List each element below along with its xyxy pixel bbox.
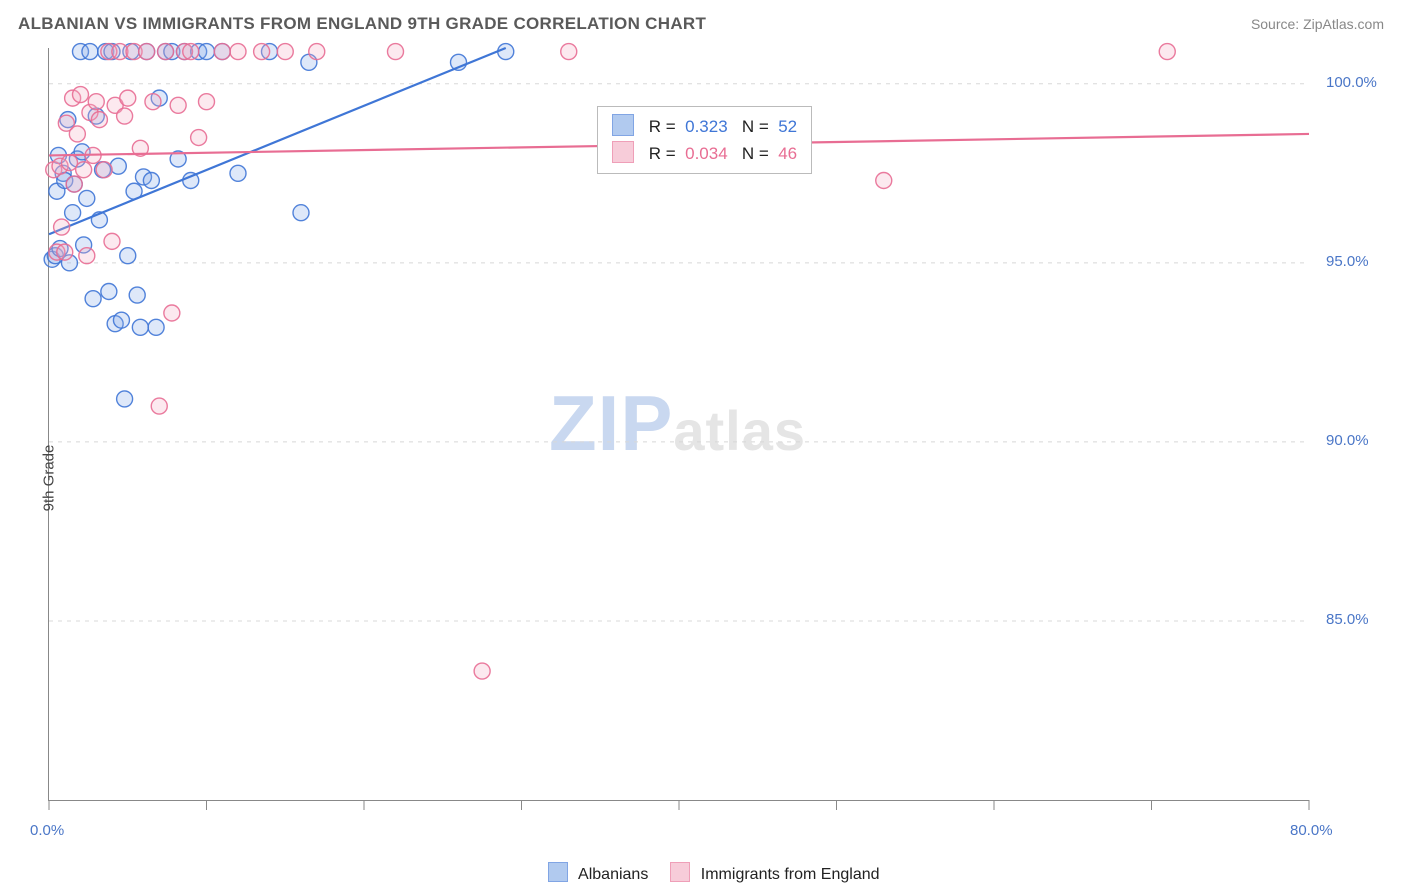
chart-container: ALBANIAN VS IMMIGRANTS FROM ENGLAND 9TH …: [0, 0, 1406, 892]
y-tick-label: 85.0%: [1326, 611, 1369, 628]
legend-swatch: [670, 862, 690, 882]
y-tick-label: 100.0%: [1326, 74, 1377, 91]
n-value: 46: [778, 144, 797, 163]
legend-swatch: [612, 141, 634, 163]
stats-row: R = 0.034 N = 46: [612, 140, 797, 167]
r-value: 0.034: [685, 144, 728, 163]
y-tick-label: 90.0%: [1326, 432, 1369, 449]
x-tick-label: 0.0%: [30, 822, 64, 839]
y-tick-label: 95.0%: [1326, 253, 1369, 270]
source-label: Source: ZipAtlas.com: [1251, 16, 1384, 32]
stats-legend-box: R = 0.323 N = 52 R = 0.034 N = 46: [597, 106, 812, 174]
stats-row: R = 0.323 N = 52: [612, 113, 797, 140]
legend-swatch: [548, 862, 568, 882]
legend-swatch: [612, 114, 634, 136]
n-value: 52: [778, 117, 797, 136]
legend-label: Immigrants from England: [701, 866, 880, 883]
plot-area: 9th Grade ZIPatlas R = 0.323 N = 52 R = …: [48, 48, 1309, 801]
legend-label: Albanians: [578, 866, 648, 883]
r-value: 0.323: [685, 117, 728, 136]
chart-title: ALBANIAN VS IMMIGRANTS FROM ENGLAND 9TH …: [18, 14, 706, 34]
bottom-legend: Albanians Immigrants from England: [0, 862, 1406, 884]
x-tick-label: 80.0%: [1290, 822, 1333, 839]
